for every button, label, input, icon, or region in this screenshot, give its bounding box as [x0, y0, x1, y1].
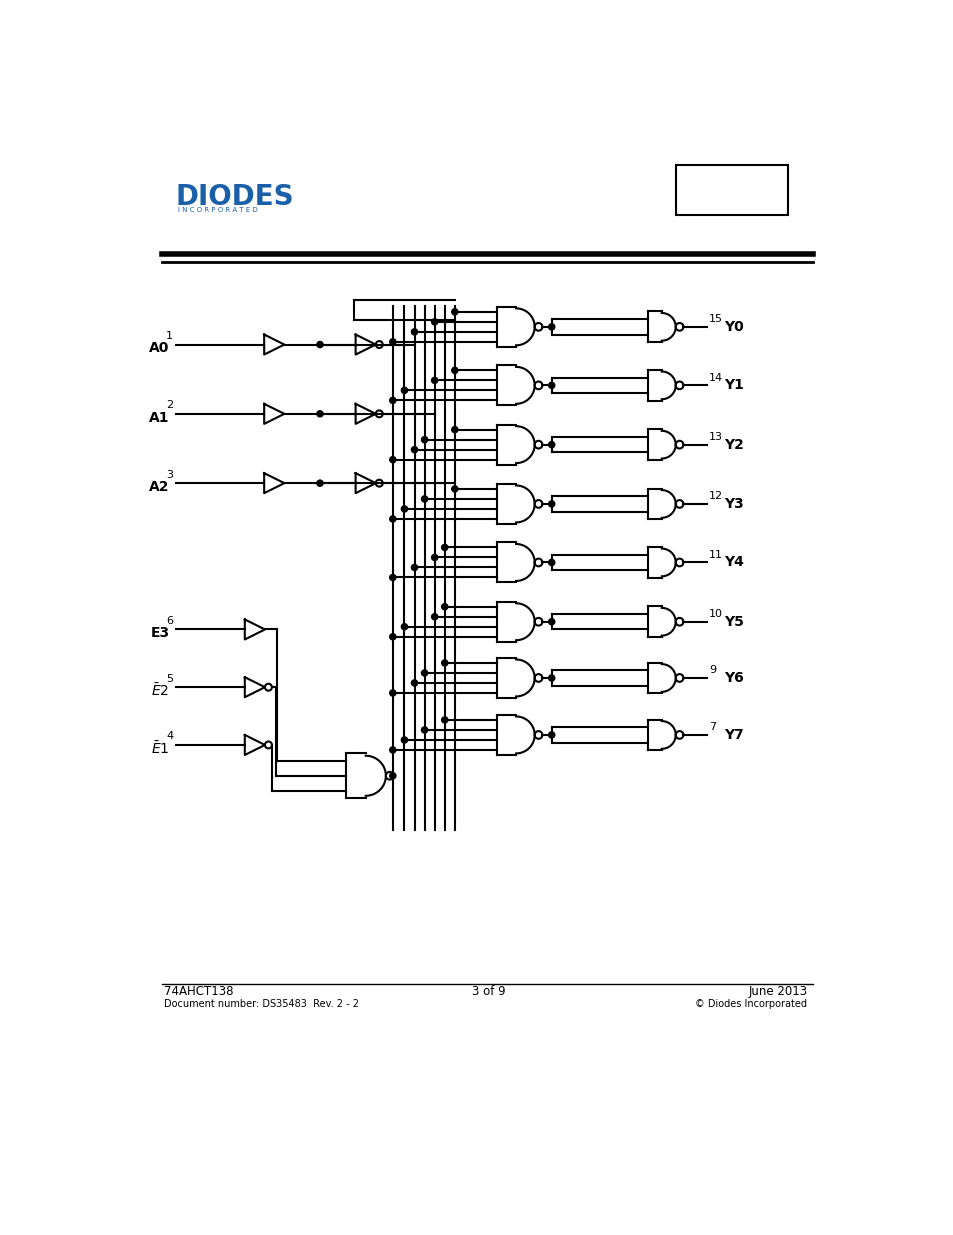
Circle shape	[431, 319, 437, 325]
Text: A2: A2	[149, 480, 170, 494]
Text: 10: 10	[708, 609, 722, 619]
Circle shape	[548, 619, 555, 625]
Circle shape	[452, 426, 457, 432]
Text: Y1: Y1	[723, 378, 742, 393]
Circle shape	[548, 732, 555, 739]
Circle shape	[452, 367, 457, 373]
Text: A1: A1	[149, 411, 170, 425]
Text: 12: 12	[708, 492, 722, 501]
Text: Y7: Y7	[723, 727, 742, 742]
Circle shape	[390, 690, 395, 697]
Text: $\bar{E}1$: $\bar{E}1$	[152, 741, 170, 757]
Circle shape	[401, 624, 407, 630]
Text: 7: 7	[708, 722, 716, 732]
Bar	[675, 165, 787, 215]
Circle shape	[548, 501, 555, 508]
Text: DIODES: DIODES	[174, 183, 294, 211]
Circle shape	[316, 341, 323, 347]
Text: Y0: Y0	[723, 320, 742, 333]
Circle shape	[390, 398, 395, 404]
Circle shape	[390, 516, 395, 522]
Text: 15: 15	[708, 314, 722, 324]
Text: $\bar{E}2$: $\bar{E}2$	[152, 683, 170, 699]
Circle shape	[452, 309, 457, 315]
Text: Y2: Y2	[723, 437, 742, 452]
Circle shape	[401, 506, 407, 513]
Circle shape	[431, 614, 437, 620]
Circle shape	[548, 324, 555, 330]
Circle shape	[316, 480, 323, 487]
Circle shape	[452, 485, 457, 492]
Circle shape	[421, 669, 427, 676]
Circle shape	[411, 680, 417, 687]
Circle shape	[548, 674, 555, 680]
Circle shape	[441, 545, 447, 551]
Circle shape	[401, 737, 407, 743]
Text: June 2013: June 2013	[747, 986, 806, 998]
Text: Document number: DS35483  Rev. 2 - 2: Document number: DS35483 Rev. 2 - 2	[164, 999, 359, 1009]
Text: 1: 1	[166, 331, 172, 341]
Text: 5: 5	[166, 674, 172, 684]
Text: 6: 6	[166, 616, 172, 626]
Circle shape	[421, 727, 427, 734]
Circle shape	[548, 383, 555, 389]
Text: 2: 2	[166, 400, 173, 410]
Circle shape	[548, 442, 555, 448]
Circle shape	[411, 447, 417, 453]
Circle shape	[431, 377, 437, 383]
Circle shape	[316, 411, 323, 417]
Circle shape	[390, 634, 395, 640]
Text: E3: E3	[151, 626, 170, 640]
Text: Y6: Y6	[723, 671, 742, 685]
Text: © Diodes Incorporated: © Diodes Incorporated	[695, 999, 806, 1009]
Text: 4: 4	[166, 731, 173, 741]
Text: Y3: Y3	[723, 496, 742, 511]
Circle shape	[390, 338, 395, 345]
Text: 9: 9	[708, 666, 716, 676]
Text: Y4: Y4	[723, 556, 742, 569]
Circle shape	[441, 659, 447, 666]
Circle shape	[390, 747, 395, 753]
Text: I N C O R P O R A T E D: I N C O R P O R A T E D	[178, 206, 257, 212]
Circle shape	[421, 436, 427, 442]
Circle shape	[390, 773, 395, 779]
Text: Y5: Y5	[723, 615, 742, 629]
Text: 3: 3	[166, 469, 172, 479]
Text: 74AHCT138: 74AHCT138	[164, 986, 233, 998]
Circle shape	[441, 716, 447, 722]
Circle shape	[548, 559, 555, 566]
Text: A0: A0	[149, 341, 170, 356]
Circle shape	[411, 564, 417, 571]
Text: 14: 14	[708, 373, 722, 383]
Circle shape	[431, 555, 437, 561]
Circle shape	[401, 388, 407, 394]
Circle shape	[441, 604, 447, 610]
Circle shape	[390, 574, 395, 580]
Text: 11: 11	[708, 550, 722, 559]
Circle shape	[390, 457, 395, 463]
Circle shape	[411, 329, 417, 335]
Circle shape	[421, 496, 427, 501]
Text: 3 of 9: 3 of 9	[472, 986, 505, 998]
Text: 13: 13	[708, 432, 722, 442]
